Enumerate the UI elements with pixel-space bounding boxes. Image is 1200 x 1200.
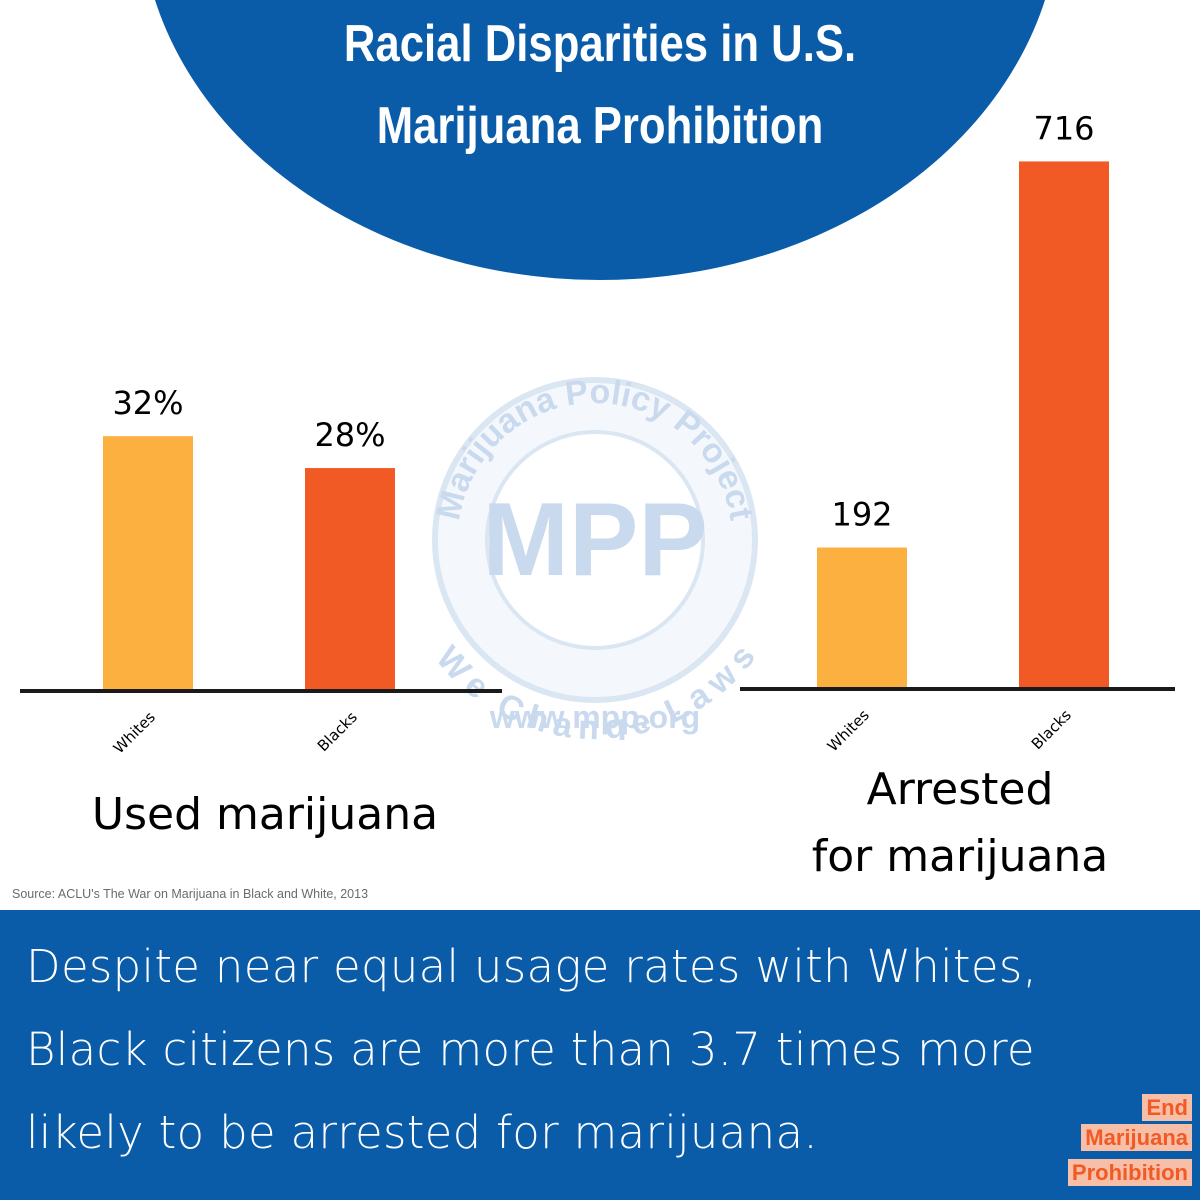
chart-title-arrested-line-1: Arrested — [866, 764, 1054, 815]
bar-charts: 32% Whites 28% Blacks 192 Whites 716 Blacks — [20, 109, 1175, 757]
footer-text-line-1: Despite near equal usage rates with Whit… — [26, 940, 1038, 993]
chart-title-used: Used marijuana — [91, 789, 439, 840]
watermark-logo-text: MPP — [482, 482, 707, 598]
value-label-whites: 32% — [112, 384, 183, 422]
bar-whites — [817, 547, 907, 689]
category-label-whites: Whites — [110, 708, 159, 757]
value-label-blacks: 28% — [314, 416, 385, 454]
footer-text-line-2: Black citizens are more than 3.7 times m… — [26, 1023, 1035, 1076]
page-title-line-1: Racial Disparities in U.S. — [343, 15, 857, 73]
end-prohibition-badge-line-3: Prohibition — [1067, 1159, 1192, 1186]
category-label-blacks: Blacks — [1028, 706, 1075, 753]
bar-blacks — [1019, 161, 1109, 690]
chart-arrested-for-marijuana: 192 Whites 716 Blacks — [740, 109, 1175, 755]
value-label-whites: 192 — [831, 496, 892, 534]
category-label-blacks: Blacks — [314, 708, 361, 755]
category-label-whites: Whites — [824, 706, 873, 755]
chart-title-arrested-line-2: for marijuana — [811, 831, 1109, 882]
source-note: Source: ACLU's The War on Marijuana in B… — [12, 887, 369, 901]
watermark-url: www.mpp.org — [489, 699, 700, 735]
page-title-line-2: Marijuana Prohibition — [376, 97, 824, 155]
footer-band: Despite near equal usage rates with Whit… — [0, 910, 1200, 1200]
footer-text-line-3: likely to be arrested for marijuana. — [26, 1106, 818, 1159]
bar-blacks — [305, 468, 395, 691]
mpp-logo-watermark: Marijuana Policy Project We Change Laws … — [430, 373, 760, 740]
bar-whites — [103, 436, 193, 691]
end-prohibition-badge-line-1: End — [1142, 1094, 1192, 1121]
chart-used-marijuana: 32% Whites 28% Blacks — [20, 384, 502, 757]
value-label-blacks: 716 — [1033, 109, 1094, 147]
end-prohibition-badge-line-2: Marijuana — [1081, 1124, 1192, 1151]
